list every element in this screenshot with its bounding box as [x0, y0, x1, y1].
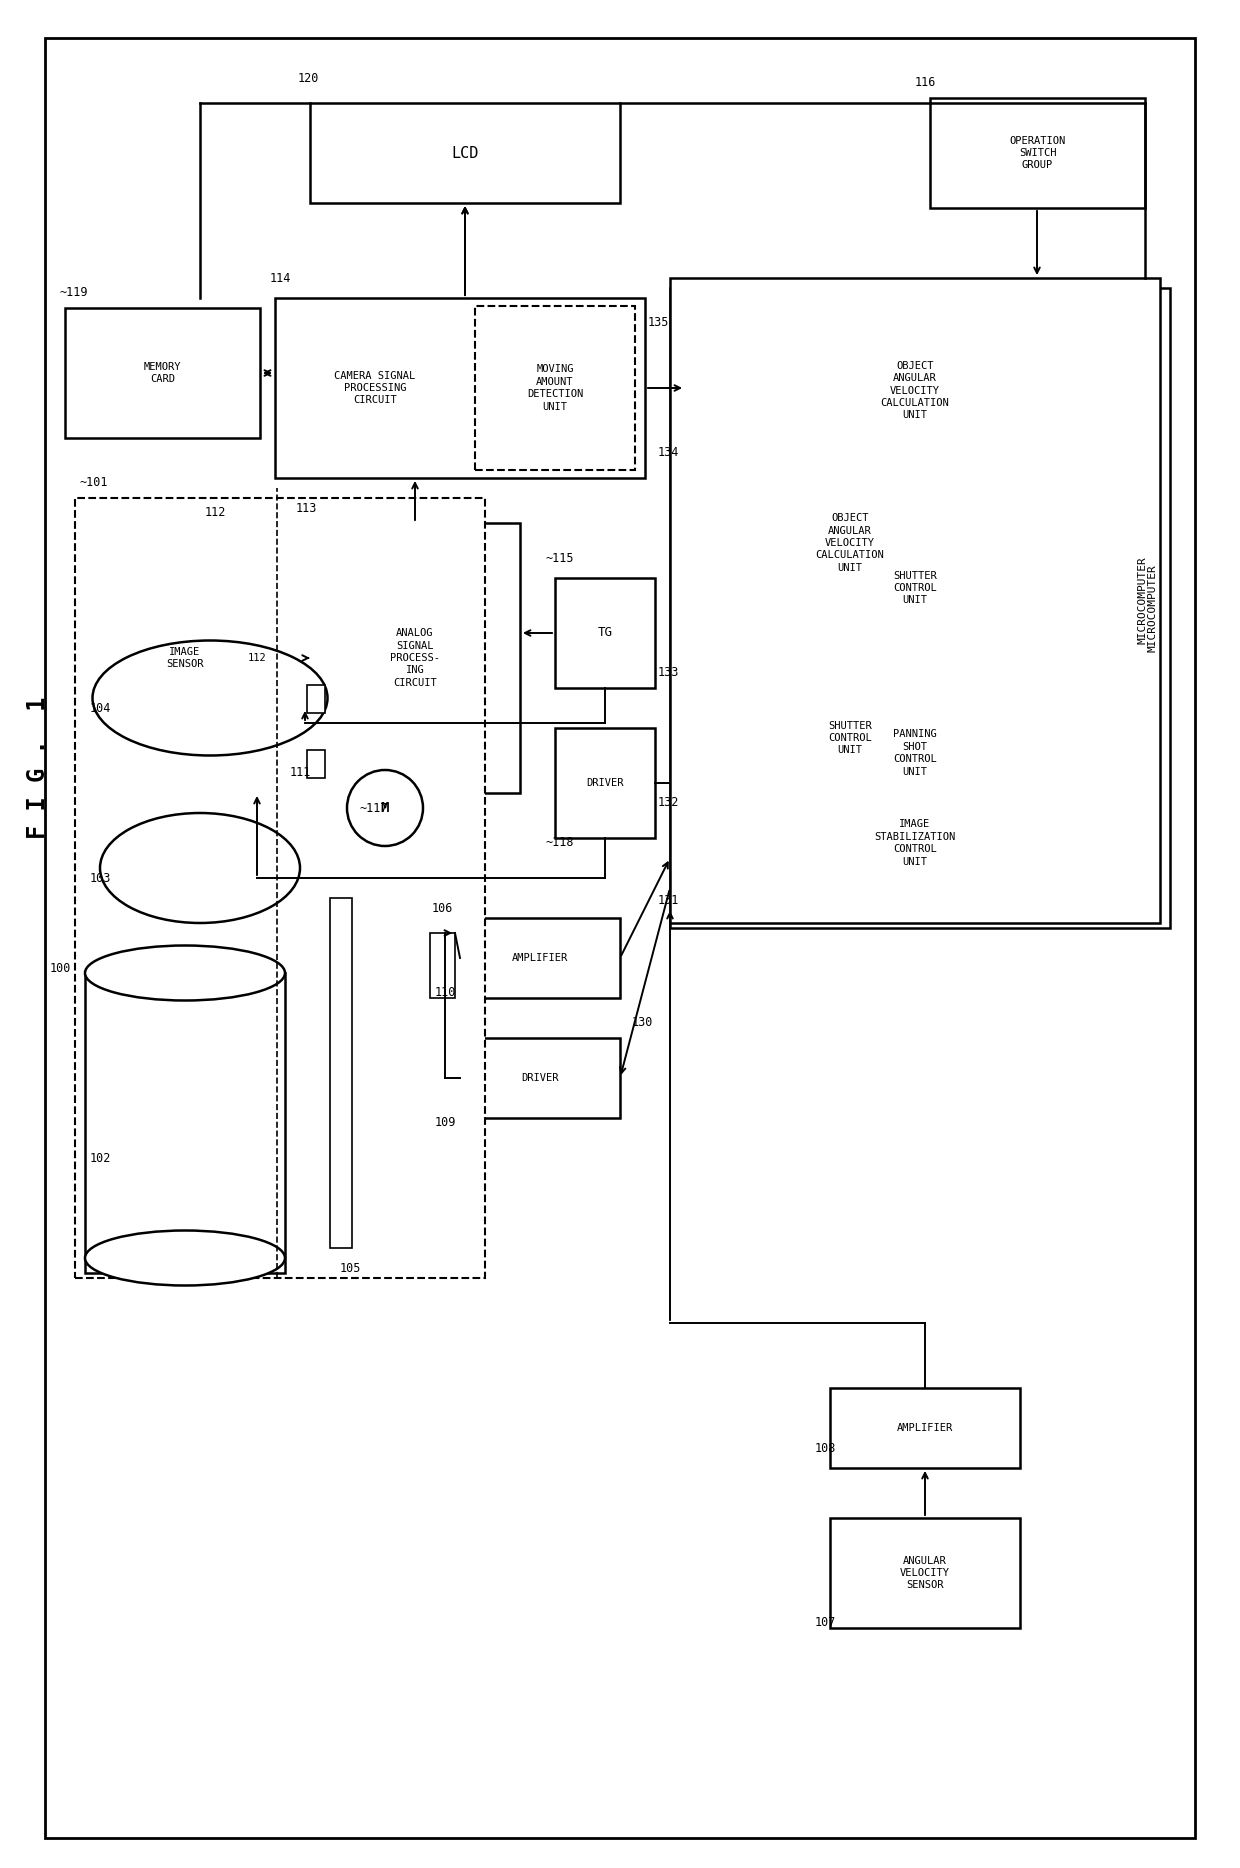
Text: IMAGE
STABILIZATION
CONTROL
UNIT: IMAGE STABILIZATION CONTROL UNIT: [874, 820, 956, 867]
Bar: [684, 443, 1016, 643]
Bar: [308, 749, 325, 777]
Text: ~101: ~101: [81, 476, 109, 489]
Text: DRIVER: DRIVER: [587, 777, 624, 788]
Text: 130: 130: [632, 1016, 653, 1029]
Bar: [74, 499, 485, 1278]
Bar: [670, 278, 1159, 923]
Text: CAMERA SIGNAL
PROCESSING
CIRCUIT: CAMERA SIGNAL PROCESSING CIRCUIT: [335, 370, 415, 405]
Ellipse shape: [86, 945, 285, 1001]
Text: 132: 132: [658, 796, 680, 809]
Text: OBJECT
ANGULAR
VELOCITY
CALCULATION
UNIT: OBJECT ANGULAR VELOCITY CALCULATION UNIT: [816, 514, 884, 573]
Bar: [308, 686, 325, 714]
Bar: [460, 917, 620, 998]
Text: ~117: ~117: [360, 801, 388, 814]
Text: 134: 134: [658, 446, 680, 460]
Text: 109: 109: [435, 1117, 456, 1130]
Bar: [310, 103, 620, 204]
Bar: [310, 523, 520, 794]
Text: ANALOG
SIGNAL
PROCESS-
ING
CIRCUIT: ANALOG SIGNAL PROCESS- ING CIRCUIT: [391, 628, 440, 687]
Text: 114: 114: [270, 271, 291, 284]
Text: 110: 110: [435, 986, 456, 999]
Text: 116: 116: [915, 77, 936, 90]
Text: 111: 111: [290, 766, 311, 779]
Bar: [556, 729, 655, 839]
Text: 108: 108: [815, 1442, 836, 1455]
Text: MICROCOMPUTER: MICROCOMPUTER: [1147, 564, 1157, 652]
Text: 106: 106: [432, 902, 454, 915]
Text: 105: 105: [340, 1261, 361, 1274]
Text: MICROCOMPUTER: MICROCOMPUTER: [1137, 557, 1147, 644]
Text: ~119: ~119: [60, 286, 88, 299]
Text: IMAGE
SENSOR: IMAGE SENSOR: [166, 646, 203, 669]
Text: AMPLIFIER: AMPLIFIER: [897, 1423, 954, 1433]
Text: OPERATION
SWITCH
GROUP: OPERATION SWITCH GROUP: [1009, 136, 1065, 170]
Bar: [430, 932, 455, 998]
Ellipse shape: [86, 1231, 285, 1285]
Bar: [684, 684, 1145, 824]
Ellipse shape: [100, 813, 300, 923]
Text: ANGULAR
VELOCITY
SENSOR: ANGULAR VELOCITY SENSOR: [900, 1556, 950, 1590]
Text: 104: 104: [91, 702, 112, 714]
Text: 113: 113: [296, 501, 317, 514]
Bar: [275, 299, 645, 478]
Text: 131: 131: [658, 893, 680, 906]
Text: 133: 133: [658, 667, 680, 680]
Text: M: M: [381, 801, 389, 814]
Circle shape: [347, 770, 423, 846]
Text: LCD: LCD: [451, 146, 479, 161]
Text: SHUTTER
CONTROL
UNIT: SHUTTER CONTROL UNIT: [893, 570, 937, 605]
Bar: [830, 1519, 1021, 1629]
Bar: [556, 577, 655, 687]
Ellipse shape: [93, 641, 327, 755]
Text: OBJECT
ANGULAR
VELOCITY
CALCULATION
UNIT: OBJECT ANGULAR VELOCITY CALCULATION UNIT: [880, 361, 950, 420]
Bar: [210, 523, 305, 794]
Bar: [684, 293, 1145, 488]
Text: 135: 135: [649, 316, 670, 329]
Bar: [86, 973, 285, 1272]
Text: ~118: ~118: [546, 837, 573, 850]
Bar: [330, 899, 352, 1248]
Bar: [830, 1388, 1021, 1468]
Bar: [475, 306, 635, 471]
Text: DRIVER: DRIVER: [521, 1072, 559, 1083]
Text: MEMORY
CARD: MEMORY CARD: [144, 362, 181, 385]
Text: 120: 120: [298, 71, 320, 84]
Bar: [670, 288, 1171, 928]
Text: 100: 100: [50, 962, 72, 975]
Text: 103: 103: [91, 872, 112, 885]
Text: TG: TG: [598, 626, 613, 639]
Text: PANNING
SHOT
CONTROL
UNIT: PANNING SHOT CONTROL UNIT: [893, 729, 937, 777]
Text: 112: 112: [248, 654, 267, 663]
Bar: [684, 669, 1016, 809]
Bar: [460, 1039, 620, 1119]
Text: 107: 107: [815, 1616, 836, 1629]
Bar: [930, 97, 1145, 207]
Text: SHUTTER
CONTROL
UNIT: SHUTTER CONTROL UNIT: [828, 721, 872, 755]
Text: ~115: ~115: [546, 551, 573, 564]
Text: 102: 102: [91, 1151, 112, 1164]
Text: AMPLIFIER: AMPLIFIER: [512, 953, 568, 964]
Bar: [684, 517, 1145, 658]
Text: MOVING
AMOUNT
DETECTION
UNIT: MOVING AMOUNT DETECTION UNIT: [527, 364, 583, 411]
Bar: [64, 308, 260, 437]
Text: F I G .  1: F I G . 1: [26, 697, 50, 839]
Text: 112: 112: [205, 506, 226, 519]
